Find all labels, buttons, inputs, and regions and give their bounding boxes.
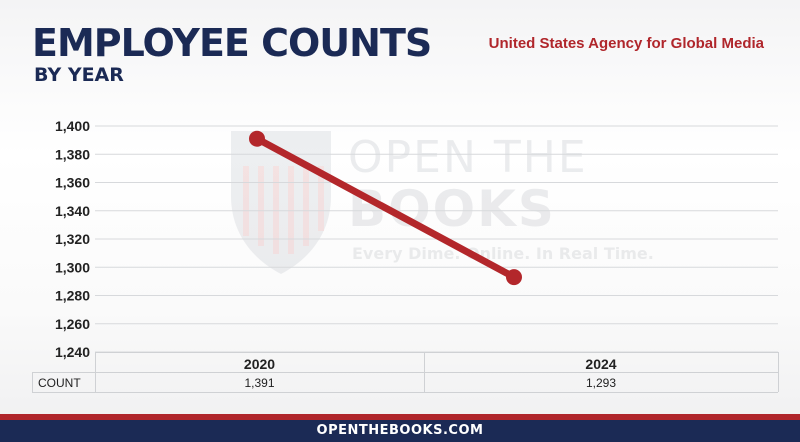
table-top-line <box>95 352 778 353</box>
y-tick-label: 1,400 <box>55 118 90 134</box>
data-point <box>249 130 265 147</box>
table-row-label: COUNT <box>38 376 81 390</box>
y-tick-label: 1,280 <box>55 288 90 304</box>
table-category-2024: 2024 <box>585 356 617 372</box>
footer-red-stripe <box>0 414 800 420</box>
table-mid-line <box>32 372 778 373</box>
table-left-border <box>32 372 33 392</box>
chart-title: EMPLOYEE COUNTS <box>32 21 432 65</box>
table-value-2024: 1,293 <box>585 376 617 390</box>
table-divider-mid <box>424 352 425 392</box>
series-line <box>253 135 518 281</box>
chart-subtitle: BY YEAR <box>34 64 124 86</box>
watermark-line1: OPEN THE <box>348 132 588 183</box>
table-divider-label <box>95 352 96 392</box>
footer-url: OPENTHEBOOKS.COM <box>0 420 800 442</box>
table-right-border <box>778 352 779 392</box>
y-tick-label: 1,380 <box>55 146 90 162</box>
table-category-2020: 2020 <box>243 356 276 372</box>
y-tick-label: 1,320 <box>55 231 90 247</box>
agency-name: United States Agency for Global Media <box>488 35 764 52</box>
y-tick-label: 1,240 <box>55 344 90 360</box>
y-tick-label: 1,260 <box>55 316 90 332</box>
y-tick-label: 1,300 <box>55 259 90 275</box>
y-tick-label: 1,340 <box>55 203 90 219</box>
watermark-tagline: Every Dime. Online. In Real Time. <box>352 244 654 263</box>
data-point <box>506 269 522 286</box>
table-value-2020: 1,391 <box>244 376 275 390</box>
table-bottom-line <box>32 392 778 393</box>
y-tick-label: 1,360 <box>55 175 90 191</box>
